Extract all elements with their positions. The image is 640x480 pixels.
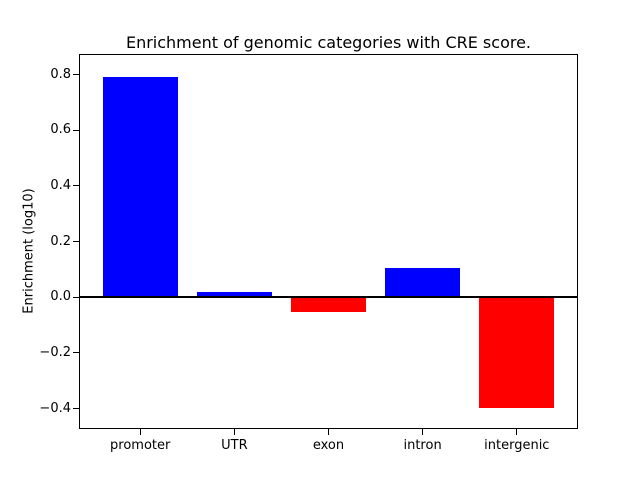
y-tick-label: 0.8 <box>50 66 71 82</box>
y-tick-mark <box>73 74 79 75</box>
bar-intergenic <box>479 297 555 409</box>
x-tick-label: intergenic <box>484 438 550 453</box>
y-tick-label: 0.4 <box>50 177 71 193</box>
y-tick-label: 0.6 <box>50 122 71 138</box>
y-tick-label: −0.2 <box>39 344 71 360</box>
x-tick-label: exon <box>312 438 345 453</box>
y-tick-mark <box>73 296 79 298</box>
y-tick-mark <box>73 185 79 187</box>
y-tick-mark <box>73 241 79 242</box>
plot-area <box>79 54 578 429</box>
x-tick-label: intron <box>403 438 442 453</box>
x-tick-label: promoter <box>110 438 171 453</box>
y-tick-mark <box>73 129 79 131</box>
y-tick-label: 0.0 <box>50 289 71 305</box>
y-tick-label: −0.4 <box>39 400 71 416</box>
x-tick-mark <box>516 429 518 435</box>
x-tick-label: UTR <box>221 438 248 453</box>
zero-line <box>80 296 577 299</box>
x-tick-mark <box>233 429 235 435</box>
x-tick-mark <box>328 429 329 435</box>
bar-exon <box>290 297 367 313</box>
y-tick-mark <box>73 408 79 409</box>
bar-promoter <box>102 77 178 298</box>
y-tick-label: 0.2 <box>50 233 71 249</box>
bar-UTR <box>196 291 272 298</box>
y-tick-mark <box>73 352 79 354</box>
chart-title: Enrichment of genomic categories with CR… <box>125 33 532 52</box>
x-tick-mark <box>422 429 424 435</box>
bar-intron <box>385 267 461 298</box>
x-tick-mark <box>139 429 141 435</box>
